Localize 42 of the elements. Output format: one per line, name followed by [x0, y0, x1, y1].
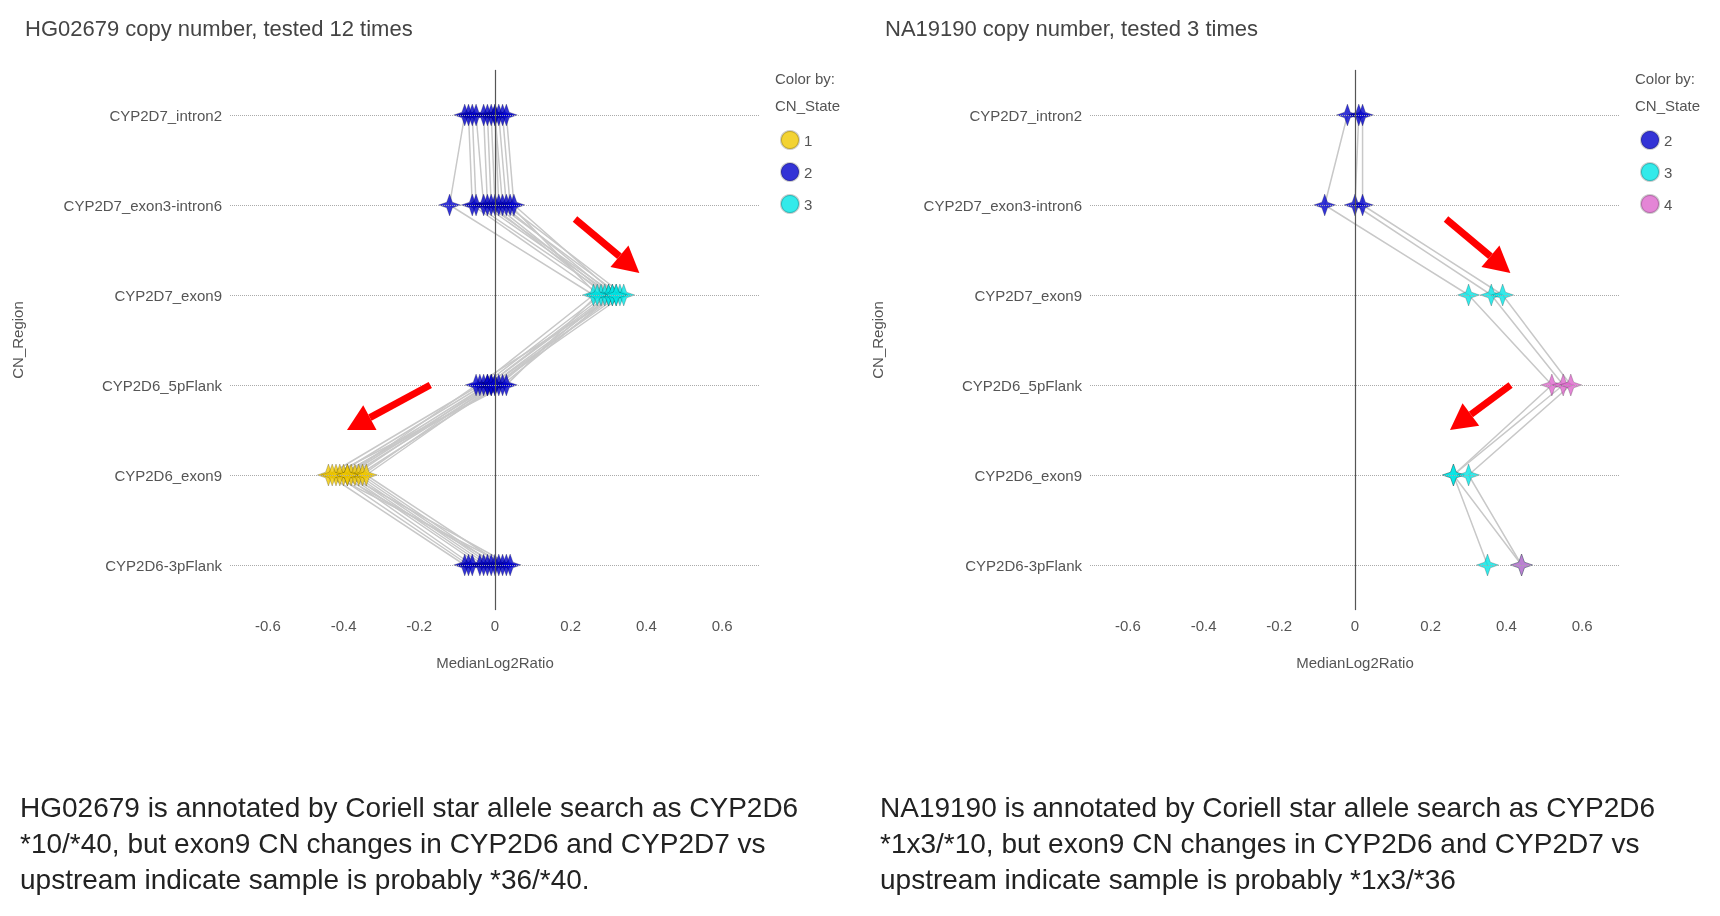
text: HG02679 is annotated by Coriell star allele search as CYP2D6 *10/*40, but exon9 CN changes in CYP2D6 and CYP2D7 vs upstream indicate sample is probably *36/*40.: [20, 791, 800, 897]
x-tick-label: 0.6: [1571, 617, 1593, 634]
y-tick-label: CYP2D7_exon3-intron6: [63, 196, 222, 214]
x-tick-label: -0.4: [1190, 617, 1217, 634]
x-tick-label: -0.6: [1114, 617, 1141, 634]
y-tick-label: CYP2D6-3pFlank: [965, 556, 1083, 574]
y-tick-label: CYP2D7_exon9: [974, 286, 1082, 304]
y-tick-label: CYP2D6_exon9: [974, 466, 1082, 484]
y-tick-label: CYP2D7_exon9: [114, 286, 222, 304]
legend-label: 3: [1664, 163, 1673, 181]
y-tick-label: CYP2D6_5pFlank: [101, 376, 223, 394]
legend-label: 1: [804, 131, 813, 149]
x-tick-label: -0.2: [406, 617, 433, 634]
legend-label: 3: [804, 195, 813, 213]
x-tick-label: 0.4: [636, 617, 657, 634]
y-axis-title: CN_Region: [869, 301, 886, 379]
x-axis-title: MedianLog2Ratio: [436, 654, 554, 671]
x-tick-label: 0.2: [560, 617, 582, 634]
x-axis-title: MedianLog2Ratio: [1296, 654, 1414, 671]
y-tick-label: CYP2D6-3pFlank: [105, 556, 223, 574]
y-axis-title: CN_Region: [9, 301, 26, 379]
y-tick-label: CYP2D7_intron2: [969, 106, 1082, 124]
x-tick-label: 0: [1350, 617, 1360, 634]
x-tick-label: 0.6: [711, 617, 733, 634]
x-tick-label: 0.2: [1420, 617, 1442, 634]
chart-title: HG02679 copy number, tested 12 times: [25, 15, 413, 41]
x-tick-label: 0: [490, 617, 500, 634]
x-tick-label: -0.2: [1266, 617, 1293, 634]
y-tick-label: CYP2D7_intron2: [109, 106, 222, 124]
x-tick-label: -0.6: [254, 617, 281, 634]
y-tick-label: CYP2D6_5pFlank: [961, 376, 1083, 394]
y-tick-label: CYP2D6_exon9: [114, 466, 222, 484]
legend-label: 2: [804, 163, 813, 181]
chart-title: NA19190 copy number, tested 3 times: [885, 15, 1258, 41]
legend-title: Color by: CN_State: [1635, 70, 1701, 114]
legend-label: 4: [1664, 195, 1673, 213]
legend-title: Color by: CN_State: [775, 70, 841, 114]
x-tick-label: -0.4: [330, 617, 357, 634]
x-tick-label: 0.4: [1496, 617, 1517, 634]
legend-label: 2: [1664, 131, 1673, 149]
y-tick-label: CYP2D7_exon3-intron6: [923, 196, 1082, 214]
text: NA19190 is annotated by Coriell star allele search as CYP2D6 *1x3/*10, but exon9 CN changes in CYP2D6 and CYP2D7 vs upstream indicate sample is probably *1x3/*36: [880, 791, 1657, 897]
